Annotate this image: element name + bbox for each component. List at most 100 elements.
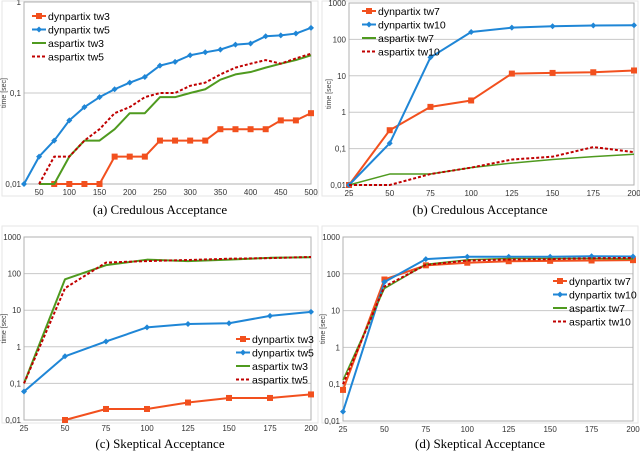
y-tick-label: 10 (12, 306, 21, 315)
legend-entry: aspartix tw7 (378, 33, 434, 45)
caption-b: (b) Credulous Acceptance (412, 202, 548, 217)
data-point (156, 137, 163, 144)
legend-marker (240, 349, 246, 356)
series-line-aspartix-tw7 (348, 153, 635, 186)
panel-frame-3 (321, 225, 639, 424)
x-tick-label: 50 (35, 188, 44, 197)
panel-frame-0 (1, 0, 319, 197)
series-line-aspartix-tw10 (349, 146, 635, 186)
data-point (590, 22, 597, 29)
data-point (81, 104, 88, 111)
x-tick-label: 150 (543, 425, 557, 434)
data-point (66, 181, 73, 187)
x-tick-label: 175 (263, 424, 277, 433)
data-point (508, 70, 515, 77)
x-tick-label: 200 (123, 188, 137, 197)
data-point (111, 153, 118, 160)
data-point (549, 69, 556, 76)
x-tick-label: 175 (587, 189, 601, 198)
x-tick-label: 25 (339, 425, 348, 434)
data-point (144, 324, 150, 331)
y-tick-label: 1 (336, 343, 341, 352)
data-point (308, 391, 314, 398)
data-point (630, 257, 636, 264)
data-point (202, 137, 209, 144)
data-point (468, 97, 475, 104)
data-point (217, 46, 224, 53)
data-point (66, 117, 73, 124)
legend-entry: dynpartix tw10 (569, 290, 637, 302)
data-point (185, 320, 191, 327)
x-tick-label: 100 (464, 189, 478, 198)
data-point (232, 126, 239, 133)
y-tick-label: 10 (337, 72, 346, 81)
data-point (308, 24, 314, 31)
legend-entry: aspartix tw5 (252, 375, 308, 387)
x-tick-label: 150 (546, 189, 560, 198)
data-point (226, 320, 232, 327)
x-tick-label: 200 (304, 424, 318, 433)
x-tick-label: 175 (585, 425, 599, 434)
data-point (141, 73, 148, 80)
y-tick-label: 1 (17, 0, 22, 7)
legend-entry: dynpartix tw7 (569, 276, 631, 288)
legend-entry: dynpartix tw5 (48, 25, 110, 37)
chart-d: 0,01 0,1 1 10 100 1000 25 50 75 100 125 150 175 200 ti… (320, 233, 640, 434)
x-tick-label: 25 (345, 189, 354, 198)
data-point (96, 94, 103, 101)
legend-entry: aspartix tw3 (48, 38, 104, 50)
series-line-dynpartix-tw5 (23, 26, 312, 185)
y-tick-label: 10 (331, 307, 340, 316)
legend-marker (557, 278, 563, 284)
legend-entry: dynpartix tw3 (48, 11, 110, 23)
data-point (468, 28, 475, 35)
y-tick-label: 100 (333, 35, 347, 44)
data-point (202, 49, 209, 56)
x-tick-label: 200 (626, 425, 640, 434)
data-point (547, 257, 554, 264)
x-tick-label: 125 (181, 424, 195, 433)
x-tick-label: 250 (153, 188, 167, 197)
series-line-dynpartix-tw7 (348, 69, 635, 186)
series-line-aspartix-tw3 (23, 256, 312, 384)
series-line-dynpartix-tw5 (23, 310, 312, 393)
x-tick-label: 500 (304, 188, 318, 197)
data-point (386, 140, 393, 147)
data-point (226, 394, 232, 401)
series-line-aspartix-tw10 (342, 256, 634, 385)
x-tick-label: 150 (222, 424, 236, 433)
legend-marker (36, 13, 42, 19)
data-point (21, 181, 27, 187)
x-tick-label: 100 (461, 425, 475, 434)
data-point (187, 137, 194, 144)
legend-entry: aspartix tw3 (252, 361, 308, 373)
data-point (427, 54, 434, 61)
x-tick-label: 50 (385, 189, 394, 198)
legend-entry: aspartix tw7 (569, 303, 625, 315)
legend-marker (366, 8, 372, 14)
y-tick-label: 0,1 (329, 380, 341, 389)
y-tick-label: 0,01 (5, 416, 21, 425)
y-tick-label: 100 (327, 270, 341, 279)
data-point (464, 253, 471, 260)
series-line-aspartix-tw3 (39, 54, 312, 185)
x-tick-label: 75 (421, 425, 430, 434)
data-point (247, 40, 254, 47)
data-point (549, 23, 556, 30)
plot-area (348, 2, 635, 186)
data-point (292, 30, 299, 37)
series-line-dynpartix-tw3 (54, 112, 312, 185)
legend-marker (366, 21, 372, 28)
data-point (340, 408, 346, 415)
legend-marker (557, 291, 563, 298)
data-point (277, 117, 284, 124)
x-tick-label: 100 (63, 188, 77, 197)
y-tick-label: 1000 (3, 233, 21, 242)
data-point (427, 103, 434, 110)
x-tick-label: 50 (61, 424, 70, 433)
legend-marker (240, 336, 246, 342)
data-point (217, 126, 224, 133)
data-point (505, 258, 512, 265)
